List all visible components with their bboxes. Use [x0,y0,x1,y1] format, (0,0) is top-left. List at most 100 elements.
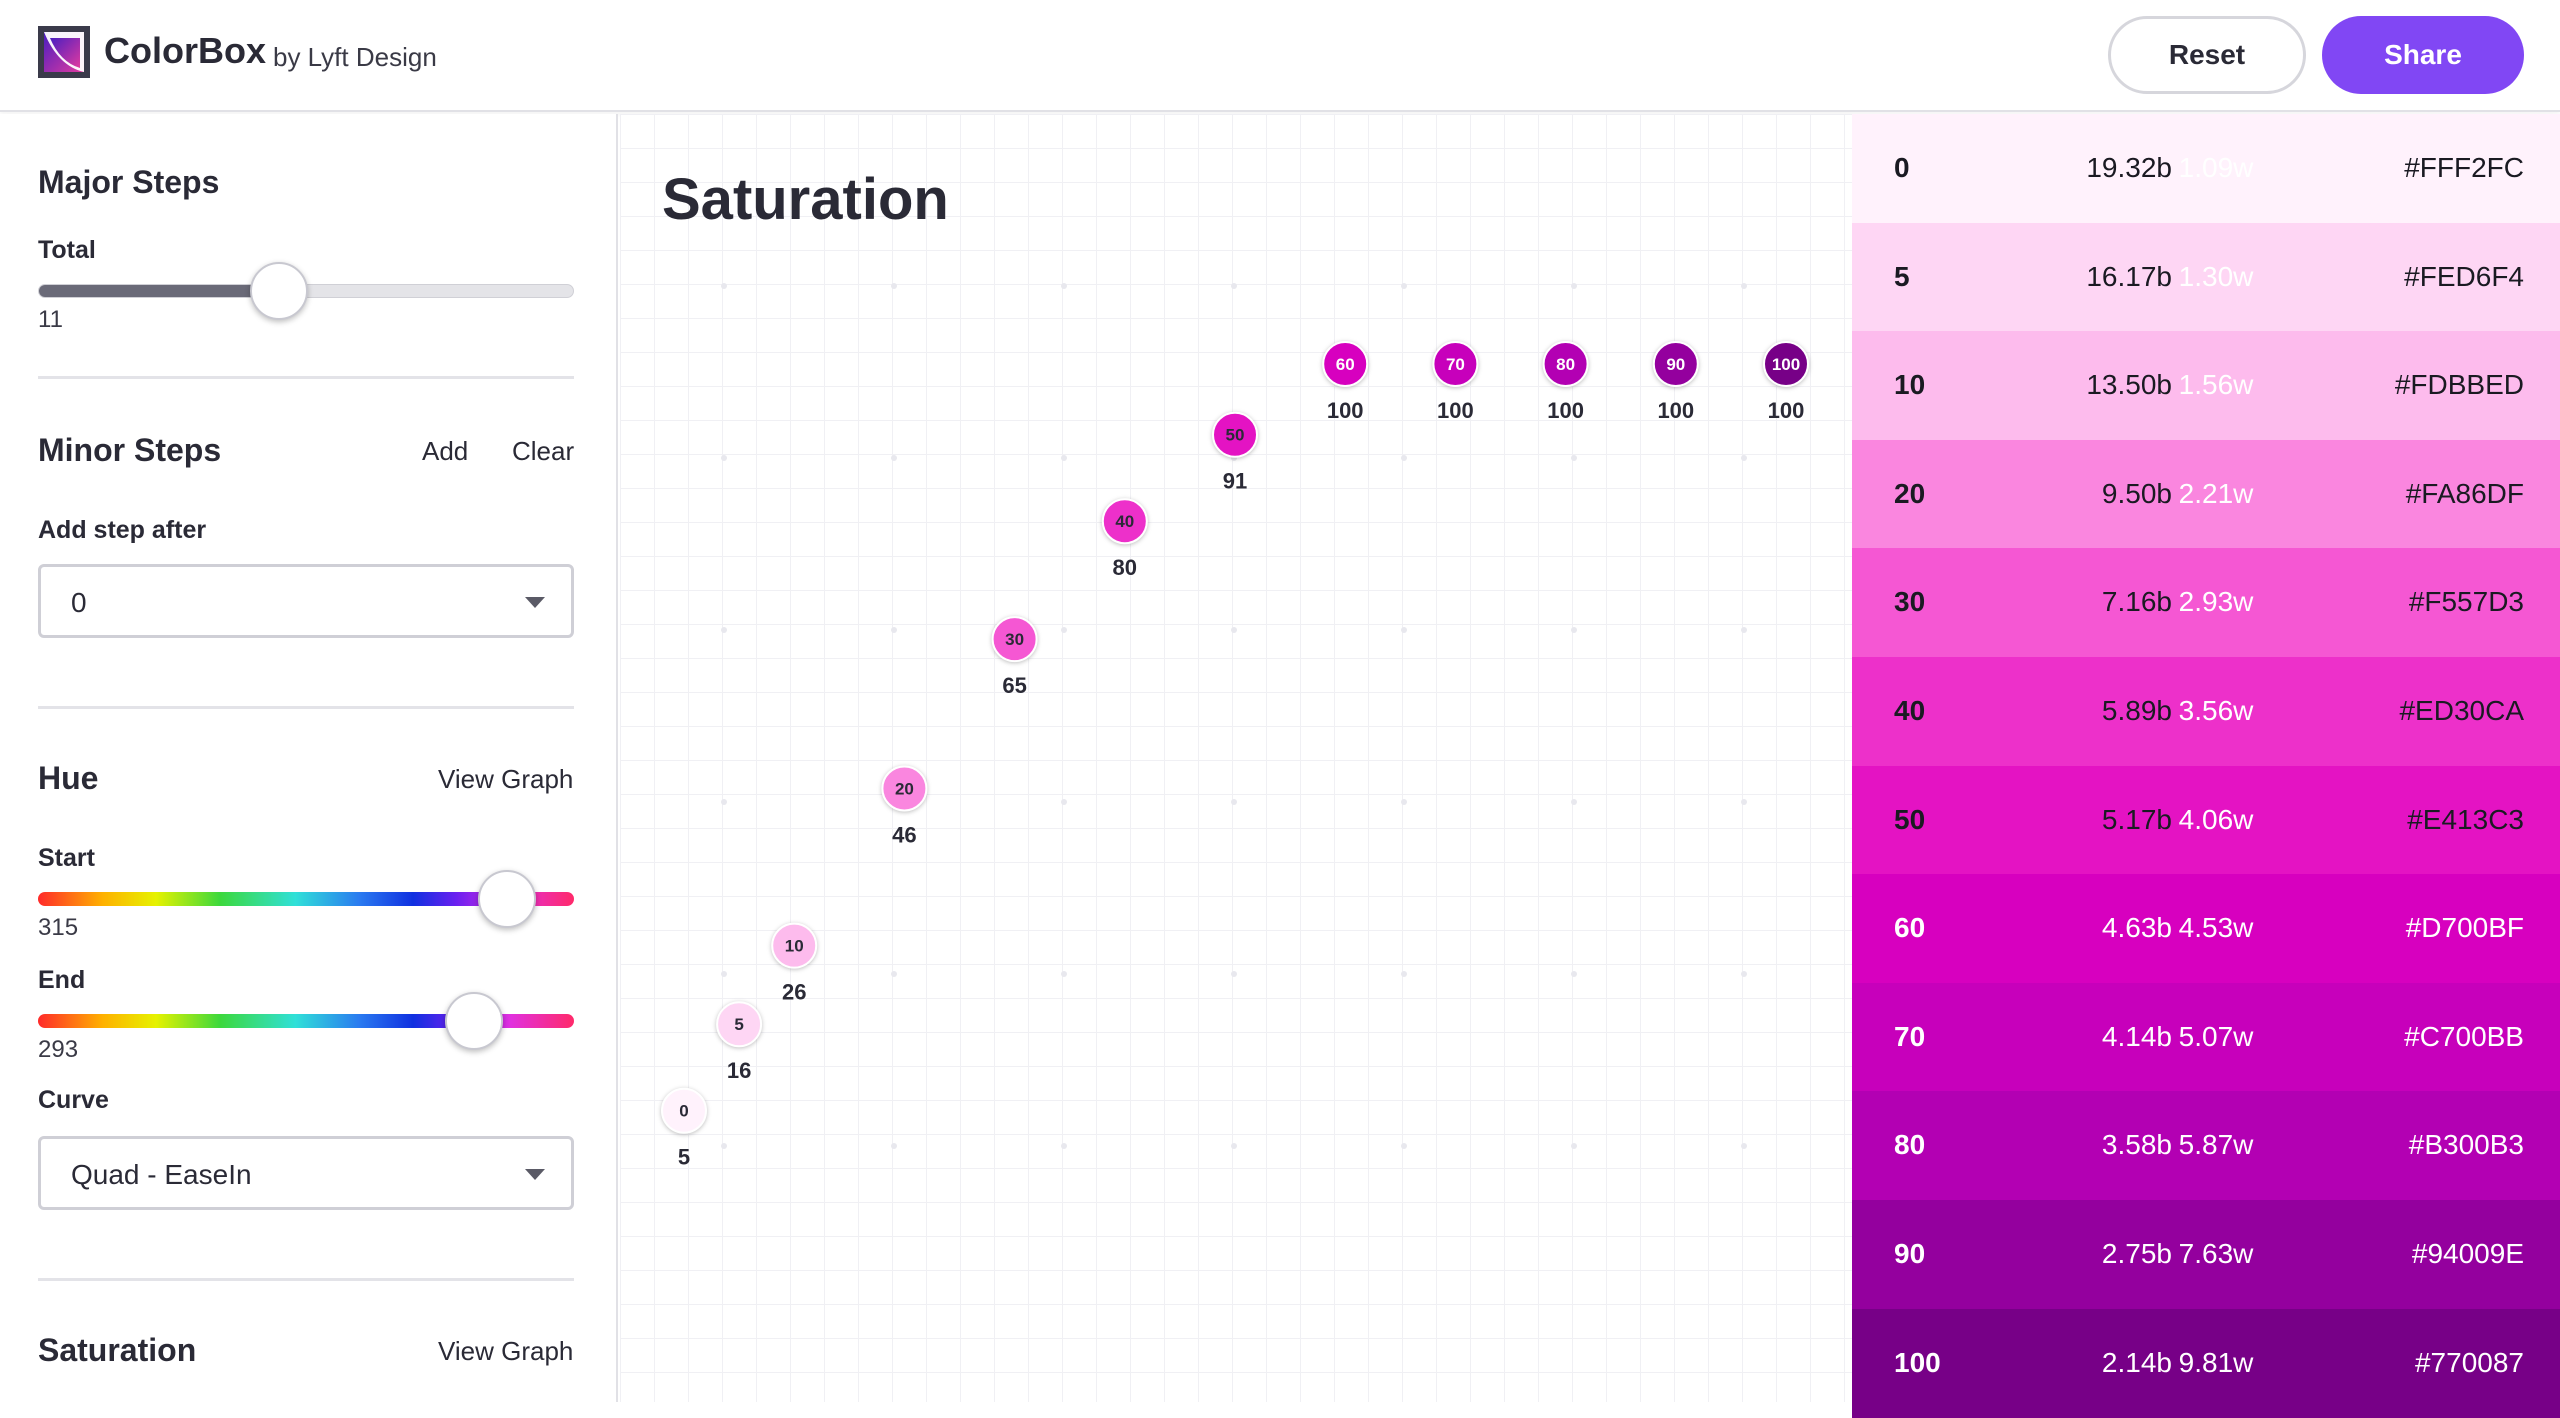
swatch-black-contrast: 9.50b [2101,477,2172,509]
divider [38,706,574,709]
graph-point-marker[interactable] [661,1087,707,1134]
reset-button[interactable]: Reset [2108,16,2306,94]
grid-dot [891,1143,897,1149]
clear-minor-steps-link[interactable]: Clear [512,436,575,466]
palette-swatch[interactable]: 40 5.89b 3.56w #ED30CA [1852,657,2560,766]
graph-point-marker[interactable] [1101,498,1148,545]
palette-list: 0 19.32b 1.09w #FFF2FC 5 16.17b 1.30w #FED6F4 10… [1852,114,2560,1418]
grid-dot [1401,1143,1407,1149]
graph-point[interactable]: 40 80 [1101,498,1148,580]
swatch-white-contrast: 5.07w [2178,1020,2254,1052]
graph-point-marker[interactable] [1212,411,1258,458]
grid-dot [1741,455,1747,461]
brand-name: ColorBox [104,30,266,71]
total-slider-handle[interactable] [250,262,309,320]
palette-swatch[interactable]: 30 7.16b 2.93w #F557D3 [1852,548,2560,658]
swatch-hex: #FDBBED [2394,369,2524,401]
grid-dot [1231,627,1237,633]
divider [38,376,574,379]
swatch-white-contrast: 4.06w [2178,803,2254,835]
palette-swatch[interactable]: 0 19.32b 1.09w #FFF2FC [1852,114,2560,223]
hue-end-slider-handle[interactable] [445,992,504,1050]
grid-dot [891,627,897,633]
grid-dot [891,283,897,289]
hue-end-slider[interactable] [38,1014,574,1028]
graph-point[interactable]: 100 100 [1763,341,1809,423]
grid-dot [1061,799,1067,805]
hue-curve-select[interactable]: Quad - EaseIn [38,1136,574,1210]
graph-point[interactable]: 80 100 [1542,341,1589,423]
hue-end-label: End [38,966,86,994]
graph-point[interactable]: 70 100 [1432,341,1479,423]
swatch-step: 100 [1894,1346,1941,1378]
grid-dot [1401,455,1407,461]
graph-point-value-label: 100 [1768,398,1805,423]
grid-dot [1231,799,1237,805]
total-value: 11 [38,306,63,333]
graph-point[interactable]: 60 100 [1322,341,1369,423]
graph-point[interactable]: 50 91 [1212,411,1258,494]
palette-swatch[interactable]: 70 4.14b 5.07w #C700BB [1852,982,2560,1092]
app-header: ColorBox by Lyft Design Reset Share [0,0,2560,112]
minor-steps-title: Minor Steps [38,432,222,468]
graph-point-marker[interactable] [1542,341,1589,387]
swatch-black-contrast: 7.16b [2101,586,2172,618]
chevron-down-icon [525,597,545,608]
hue-start-slider-handle[interactable] [478,870,536,928]
swatch-step: 30 [1894,586,1926,618]
total-label: Total [38,236,96,264]
add-minor-step-link[interactable]: Add [422,436,469,466]
swatch-step: 5 [1894,260,1910,292]
share-button[interactable]: Share [2322,16,2524,94]
palette-swatch[interactable]: 10 13.50b 1.56w #FDBBED [1852,331,2560,441]
grid-dot [1061,455,1067,461]
hue-curve-value: Quad - EaseIn [71,1159,252,1190]
add-step-after-value: 0 [71,587,87,618]
swatch-hex: #FA86DF [2405,477,2524,509]
grid-dot [1401,971,1407,977]
graph-point-marker[interactable] [881,765,928,812]
swatch-black-contrast: 5.89b [2101,695,2172,726]
hue-start-slider[interactable] [38,892,574,906]
graph-point-marker[interactable] [716,1001,763,1048]
palette-swatch[interactable]: 80 3.58b 5.87w #B300B3 [1852,1091,2560,1201]
graph-point-marker[interactable] [771,922,818,969]
swatch-step: 0 [1894,152,1910,183]
graph-point-marker[interactable] [1322,341,1369,387]
graph-point[interactable]: 05 [661,1087,707,1170]
graph-point-value-label: 26 [782,980,806,1005]
grid-dot [721,799,727,805]
palette-swatch[interactable]: 20 9.50b 2.21w #FA86DF [1852,439,2560,549]
palette-swatch[interactable]: 100 2.14b 9.81w #770087 [1852,1308,2560,1418]
graph-point-marker[interactable] [991,616,1038,663]
palette-swatch[interactable]: 50 5.17b 4.06w #E413C3 [1852,765,2560,875]
graph-point-step-label: 10 [785,937,804,956]
chevron-down-icon [525,1169,545,1180]
graph-point[interactable]: 90 100 [1652,341,1699,423]
swatch-hex: #C700BB [2404,1020,2524,1052]
palette-swatch[interactable]: 5 16.17b 1.30w #FED6F4 [1852,222,2560,332]
saturation-view-graph-link[interactable]: View Graph [438,1336,574,1366]
graph-point-value-label: 5 [678,1145,690,1170]
add-step-after-select[interactable]: 0 [38,564,574,638]
graph-point[interactable]: 5 16 [716,1001,763,1083]
grid-dot [1571,283,1577,289]
graph-point-marker[interactable] [1652,341,1699,387]
swatch-hex: #94009E [2411,1238,2524,1269]
swatch-white-contrast: 9.81w [2178,1346,2254,1378]
graph-point-marker[interactable] [1432,341,1479,387]
graph-point-step-label: 70 [1446,355,1465,374]
graph-point[interactable]: 10 26 [771,922,818,1005]
graph-point-marker[interactable] [1763,341,1809,387]
palette-swatch[interactable]: 60 4.63b 4.53w #D700BF [1852,874,2560,984]
graph-point-value-label: 16 [727,1058,751,1083]
palette-swatch[interactable]: 90 2.75b 7.63w #94009E [1852,1200,2560,1309]
grid-dot [891,971,897,977]
swatch-step: 90 [1894,1238,1926,1269]
hue-start-value: 315 [38,914,79,941]
hue-view-graph-link[interactable]: View Graph [438,764,574,794]
swatch-hex: #FED6F4 [2404,260,2524,292]
graph-point[interactable]: 30 65 [991,616,1038,698]
graph-point-step-label: 5 [734,1015,743,1034]
